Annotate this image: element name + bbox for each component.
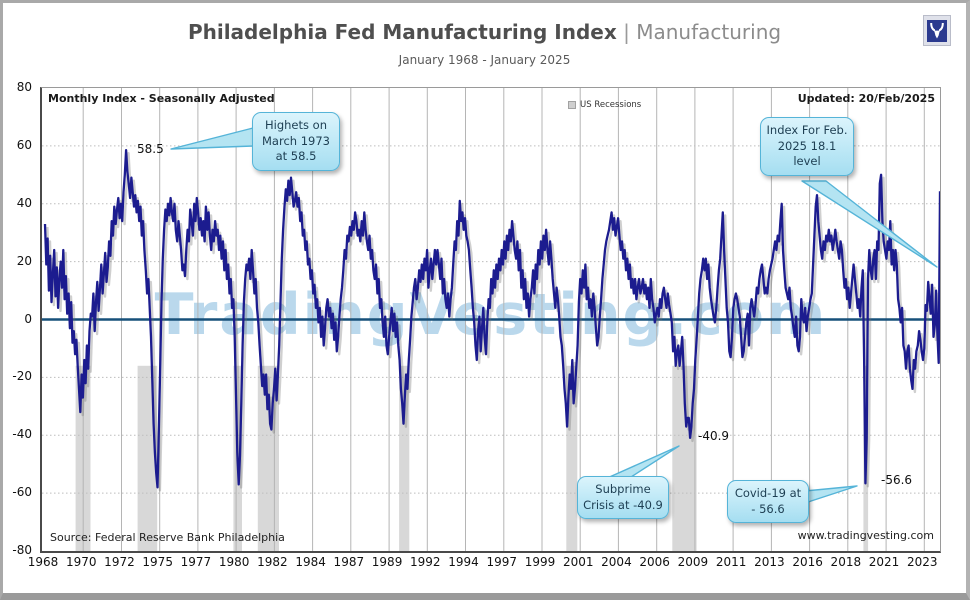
x-tick-label: 1997 xyxy=(486,555,518,569)
y-tick-label: -40 xyxy=(12,427,32,442)
x-tick-label: 2021 xyxy=(868,555,900,569)
x-tick-label: 1977 xyxy=(180,555,212,569)
x-tick-label: 1989 xyxy=(371,555,403,569)
y-tick-label: 40 xyxy=(16,195,32,210)
bull-icon xyxy=(927,19,947,42)
callout-feb-2025: Index For Feb. 2025 18.1 level xyxy=(760,117,854,176)
website-label: www.tradingvesting.com xyxy=(797,529,934,542)
y-tick-label: -20 xyxy=(12,369,32,384)
x-tick-label: 2004 xyxy=(601,555,632,569)
x-tick-label: 1968 xyxy=(27,555,59,569)
x-tick-label: 1987 xyxy=(333,555,365,569)
x-tick-label: 2013 xyxy=(754,555,785,569)
source-credit: Source: Federal Reserve Bank Philadelphi… xyxy=(50,531,285,544)
x-tick-label: 1970 xyxy=(65,555,97,569)
x-tick-label: 2023 xyxy=(907,555,938,569)
frequency-note: Monthly Index - Seasonally Adjusted xyxy=(48,92,275,105)
y-tick-label: 80 xyxy=(16,80,32,94)
point-label-1973-high: 58.5 xyxy=(137,142,164,156)
chart-header: Philadelphia Fed Manufacturing Index | M… xyxy=(3,3,966,67)
x-tick-label: 2001 xyxy=(562,555,594,569)
tradingvesting-logo[interactable] xyxy=(923,15,951,46)
x-tick-label: 1980 xyxy=(218,555,250,569)
x-axis-labels: 1968 1970 1972 1975 1977 1980 1982 1984 1987 1989… xyxy=(28,555,938,571)
x-tick-label: 2009 xyxy=(677,555,709,569)
recession-legend-marker xyxy=(568,101,576,109)
x-tick-label: 1992 xyxy=(410,555,441,569)
x-tick-label: 1972 xyxy=(104,555,135,569)
y-tick-label: -60 xyxy=(12,485,32,500)
chart-canvas xyxy=(42,88,940,551)
point-label-2009-low: -40.9 xyxy=(698,429,730,443)
x-tick-label: 1982 xyxy=(257,555,288,569)
x-tick-label: 2016 xyxy=(792,555,823,569)
title-main: Philadelphia Fed Manufacturing Index xyxy=(187,20,617,44)
x-tick-label: 2011 xyxy=(715,555,747,569)
date-range-subtitle: January 1968 - January 2025 xyxy=(398,53,571,67)
legend: US Recessions xyxy=(568,100,641,110)
x-tick-label: 1975 xyxy=(142,555,173,569)
callout-highest-1973: Highets on March 1973 at 58.5 xyxy=(252,112,340,171)
y-tick-label: 60 xyxy=(16,137,32,152)
callout-covid-19: Covid-19 at - 56.6 xyxy=(727,480,809,524)
y-axis-labels: 80 60 40 20 0 -20 -40 -60 -80 xyxy=(3,80,35,557)
x-tick-label: 1999 xyxy=(524,555,556,569)
callout-subprime-crisis: Subprime Crisis at -40.9 xyxy=(577,476,669,520)
y-tick-label: 20 xyxy=(16,253,32,268)
recession-legend-label: US Recessions xyxy=(580,100,642,110)
x-tick-label: 1994 xyxy=(448,555,479,569)
y-tick-label: 0 xyxy=(24,311,32,326)
title-category: Manufacturing xyxy=(636,20,782,44)
x-tick-label: 2018 xyxy=(830,555,862,569)
x-tick-label: 2006 xyxy=(639,555,670,569)
y-tick-label: -80 xyxy=(12,543,32,557)
x-tick-label: 1984 xyxy=(295,555,326,569)
title-separator: | xyxy=(623,20,637,44)
plot-area: TradingVesting.com Monthly Index - Seaso… xyxy=(40,87,941,553)
point-label-2020-low: -56.6 xyxy=(881,473,913,487)
updated-label: Updated: 20/Feb/2025 xyxy=(797,92,935,105)
page-title: Philadelphia Fed Manufacturing Index | M… xyxy=(3,20,966,44)
